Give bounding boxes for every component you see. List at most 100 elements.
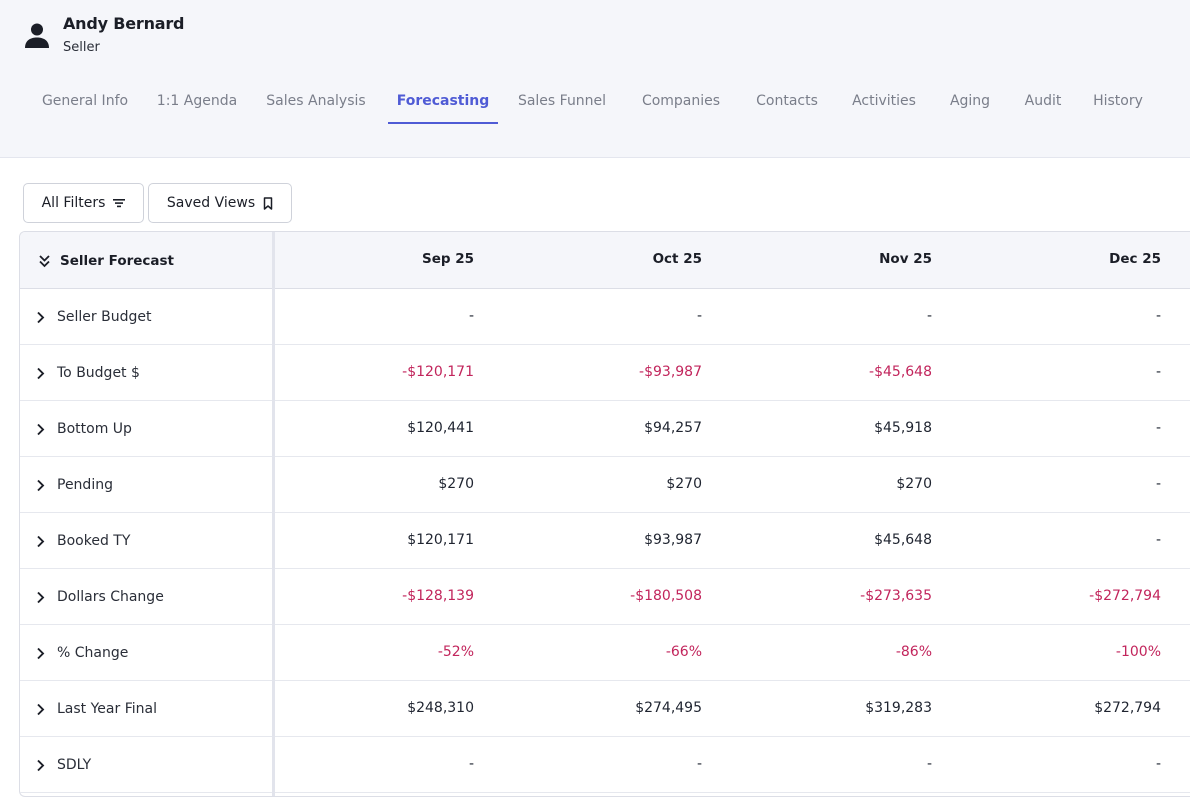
column-header: Oct 25	[652, 251, 702, 267]
chevron-right-icon	[37, 311, 45, 323]
table-cell: -$273,635	[860, 588, 932, 604]
table-cell: -86%	[895, 644, 932, 660]
table-cell: $270	[438, 476, 474, 492]
row-expander[interactable]: % Change	[36, 625, 128, 681]
table-cell: -	[926, 756, 932, 772]
row-label: Seller Budget	[57, 309, 152, 325]
column-header: Dec 25	[1109, 251, 1161, 267]
table-cell: $272,794	[1094, 700, 1161, 716]
filter-lines-icon	[113, 199, 126, 208]
tab-contacts[interactable]: Contacts	[756, 93, 818, 109]
row-label: Dollars Change	[57, 589, 164, 605]
table-row[interactable]: Last Year Final $248,310 $274,495 $319,283 $…	[20, 681, 1190, 737]
table-row[interactable]: Dollars Change -$128,139 -$180,508 -$273,63…	[20, 569, 1190, 625]
all-filters-button[interactable]: All Filters	[23, 183, 144, 223]
user-icon	[25, 23, 49, 48]
table-row[interactable]: Seller Budget - - - -	[20, 289, 1190, 345]
row-label: Booked TY	[57, 533, 131, 549]
chevron-right-icon	[37, 647, 45, 659]
double-chevron-down-icon[interactable]	[38, 254, 51, 268]
user-role: Seller	[63, 40, 100, 55]
frozen-column-divider	[272, 232, 275, 796]
row-expander[interactable]: Seller Budget	[36, 289, 151, 345]
row-expander[interactable]: Bottom Up	[36, 401, 132, 457]
table-row[interactable]: To Budget $ -$120,171 -$93,987 -$45,648 -	[20, 345, 1190, 401]
user-name: Andy Bernard	[63, 14, 185, 33]
table-cell: $45,648	[874, 532, 932, 548]
tab-general-info[interactable]: General Info	[41, 93, 129, 109]
row-label: SDLY	[57, 757, 92, 773]
row-label: Pending	[57, 477, 113, 493]
row-expander[interactable]: To Budget $	[36, 345, 140, 401]
saved-views-label: Saved Views	[166, 195, 256, 211]
table-cell: -	[1155, 420, 1161, 436]
row-expander[interactable]: SDLY	[36, 737, 91, 793]
table-cell: -52%	[437, 644, 474, 660]
row-expander[interactable]: Pending	[36, 457, 113, 513]
bookmark-icon	[263, 196, 273, 210]
chevron-right-icon	[37, 479, 45, 491]
table-cell: -	[468, 308, 474, 324]
table-cell: $94,257	[644, 420, 702, 436]
tab-history[interactable]: History	[1093, 93, 1143, 109]
row-label: Bottom Up	[57, 421, 132, 437]
table-cell: -	[1155, 308, 1161, 324]
row-label: To Budget $	[57, 365, 140, 381]
table-cell: -$120,171	[402, 364, 474, 380]
table-cell: -	[696, 308, 702, 324]
chevron-right-icon	[37, 591, 45, 603]
table-cell: $248,310	[407, 700, 474, 716]
table-cell: -	[468, 756, 474, 772]
table-row[interactable]: % Change -52% -66% -86% -100%	[20, 625, 1190, 681]
table-row[interactable]: Booked TY $120,171 $93,987 $45,648 -	[20, 513, 1190, 569]
all-filters-label: All Filters	[41, 195, 106, 211]
tab-sales-analysis[interactable]: Sales Analysis	[266, 93, 366, 109]
table-cell: -	[1155, 756, 1161, 772]
chevron-right-icon	[37, 423, 45, 435]
tab-bar: General Info 1:1 Agenda Sales Analysis F…	[0, 88, 1190, 124]
table-cell: $270	[896, 476, 932, 492]
table-cell: -100%	[1115, 644, 1161, 660]
table-cell: -	[1155, 476, 1161, 492]
table-cell: $120,171	[407, 532, 474, 548]
table-row[interactable]: Bottom Up $120,441 $94,257 $45,918 -	[20, 401, 1190, 457]
row-expander[interactable]: Last Year Final	[36, 681, 157, 737]
column-header: Nov 25	[879, 251, 932, 267]
chevron-right-icon	[37, 703, 45, 715]
profile-header: Andy Bernard Seller General Info 1:1 Age…	[0, 0, 1190, 158]
row-label: % Change	[57, 645, 129, 661]
table-cell: -$180,508	[630, 588, 702, 604]
row-expander[interactable]: Dollars Change	[36, 569, 164, 625]
row-expander[interactable]: Booked TY	[36, 513, 130, 569]
table-cell: $45,918	[874, 420, 932, 436]
tab-activities[interactable]: Activities	[852, 93, 916, 109]
table-cell: -	[1155, 532, 1161, 548]
seller-forecast-header[interactable]: Seller Forecast	[20, 232, 274, 289]
table-cell: -66%	[665, 644, 702, 660]
tab-sales-funnel[interactable]: Sales Funnel	[517, 93, 607, 109]
tab-forecasting[interactable]: Forecasting	[388, 88, 498, 124]
table-cell: $270	[666, 476, 702, 492]
table-cell: $120,441	[407, 420, 474, 436]
grid-header: Seller Forecast Sep 25 Oct 25 Nov 25 Dec…	[20, 232, 1190, 289]
table-row[interactable]: SDLY - - - -	[20, 737, 1190, 793]
tab-agenda[interactable]: 1:1 Agenda	[156, 93, 238, 109]
column-header: Sep 25	[421, 251, 474, 267]
table-cell: -$93,987	[639, 364, 702, 380]
tab-companies[interactable]: Companies	[641, 93, 721, 109]
chevron-right-icon	[37, 535, 45, 547]
forecast-grid: Seller Forecast Sep 25 Oct 25 Nov 25 Dec…	[19, 231, 1190, 797]
tab-aging[interactable]: Aging	[949, 93, 991, 109]
seller-forecast-label: Seller Forecast	[60, 252, 175, 269]
row-label: Last Year Final	[57, 701, 157, 717]
tab-audit[interactable]: Audit	[1024, 93, 1062, 109]
table-cell: $93,987	[644, 532, 702, 548]
table-cell: -	[926, 308, 932, 324]
chevron-right-icon	[37, 367, 45, 379]
table-cell: -$128,139	[402, 588, 474, 604]
table-cell: -	[1155, 364, 1161, 380]
table-cell: -$272,794	[1089, 588, 1161, 604]
table-row[interactable]: Pending $270 $270 $270 -	[20, 457, 1190, 513]
table-cell: -$45,648	[869, 364, 932, 380]
saved-views-button[interactable]: Saved Views	[148, 183, 292, 223]
